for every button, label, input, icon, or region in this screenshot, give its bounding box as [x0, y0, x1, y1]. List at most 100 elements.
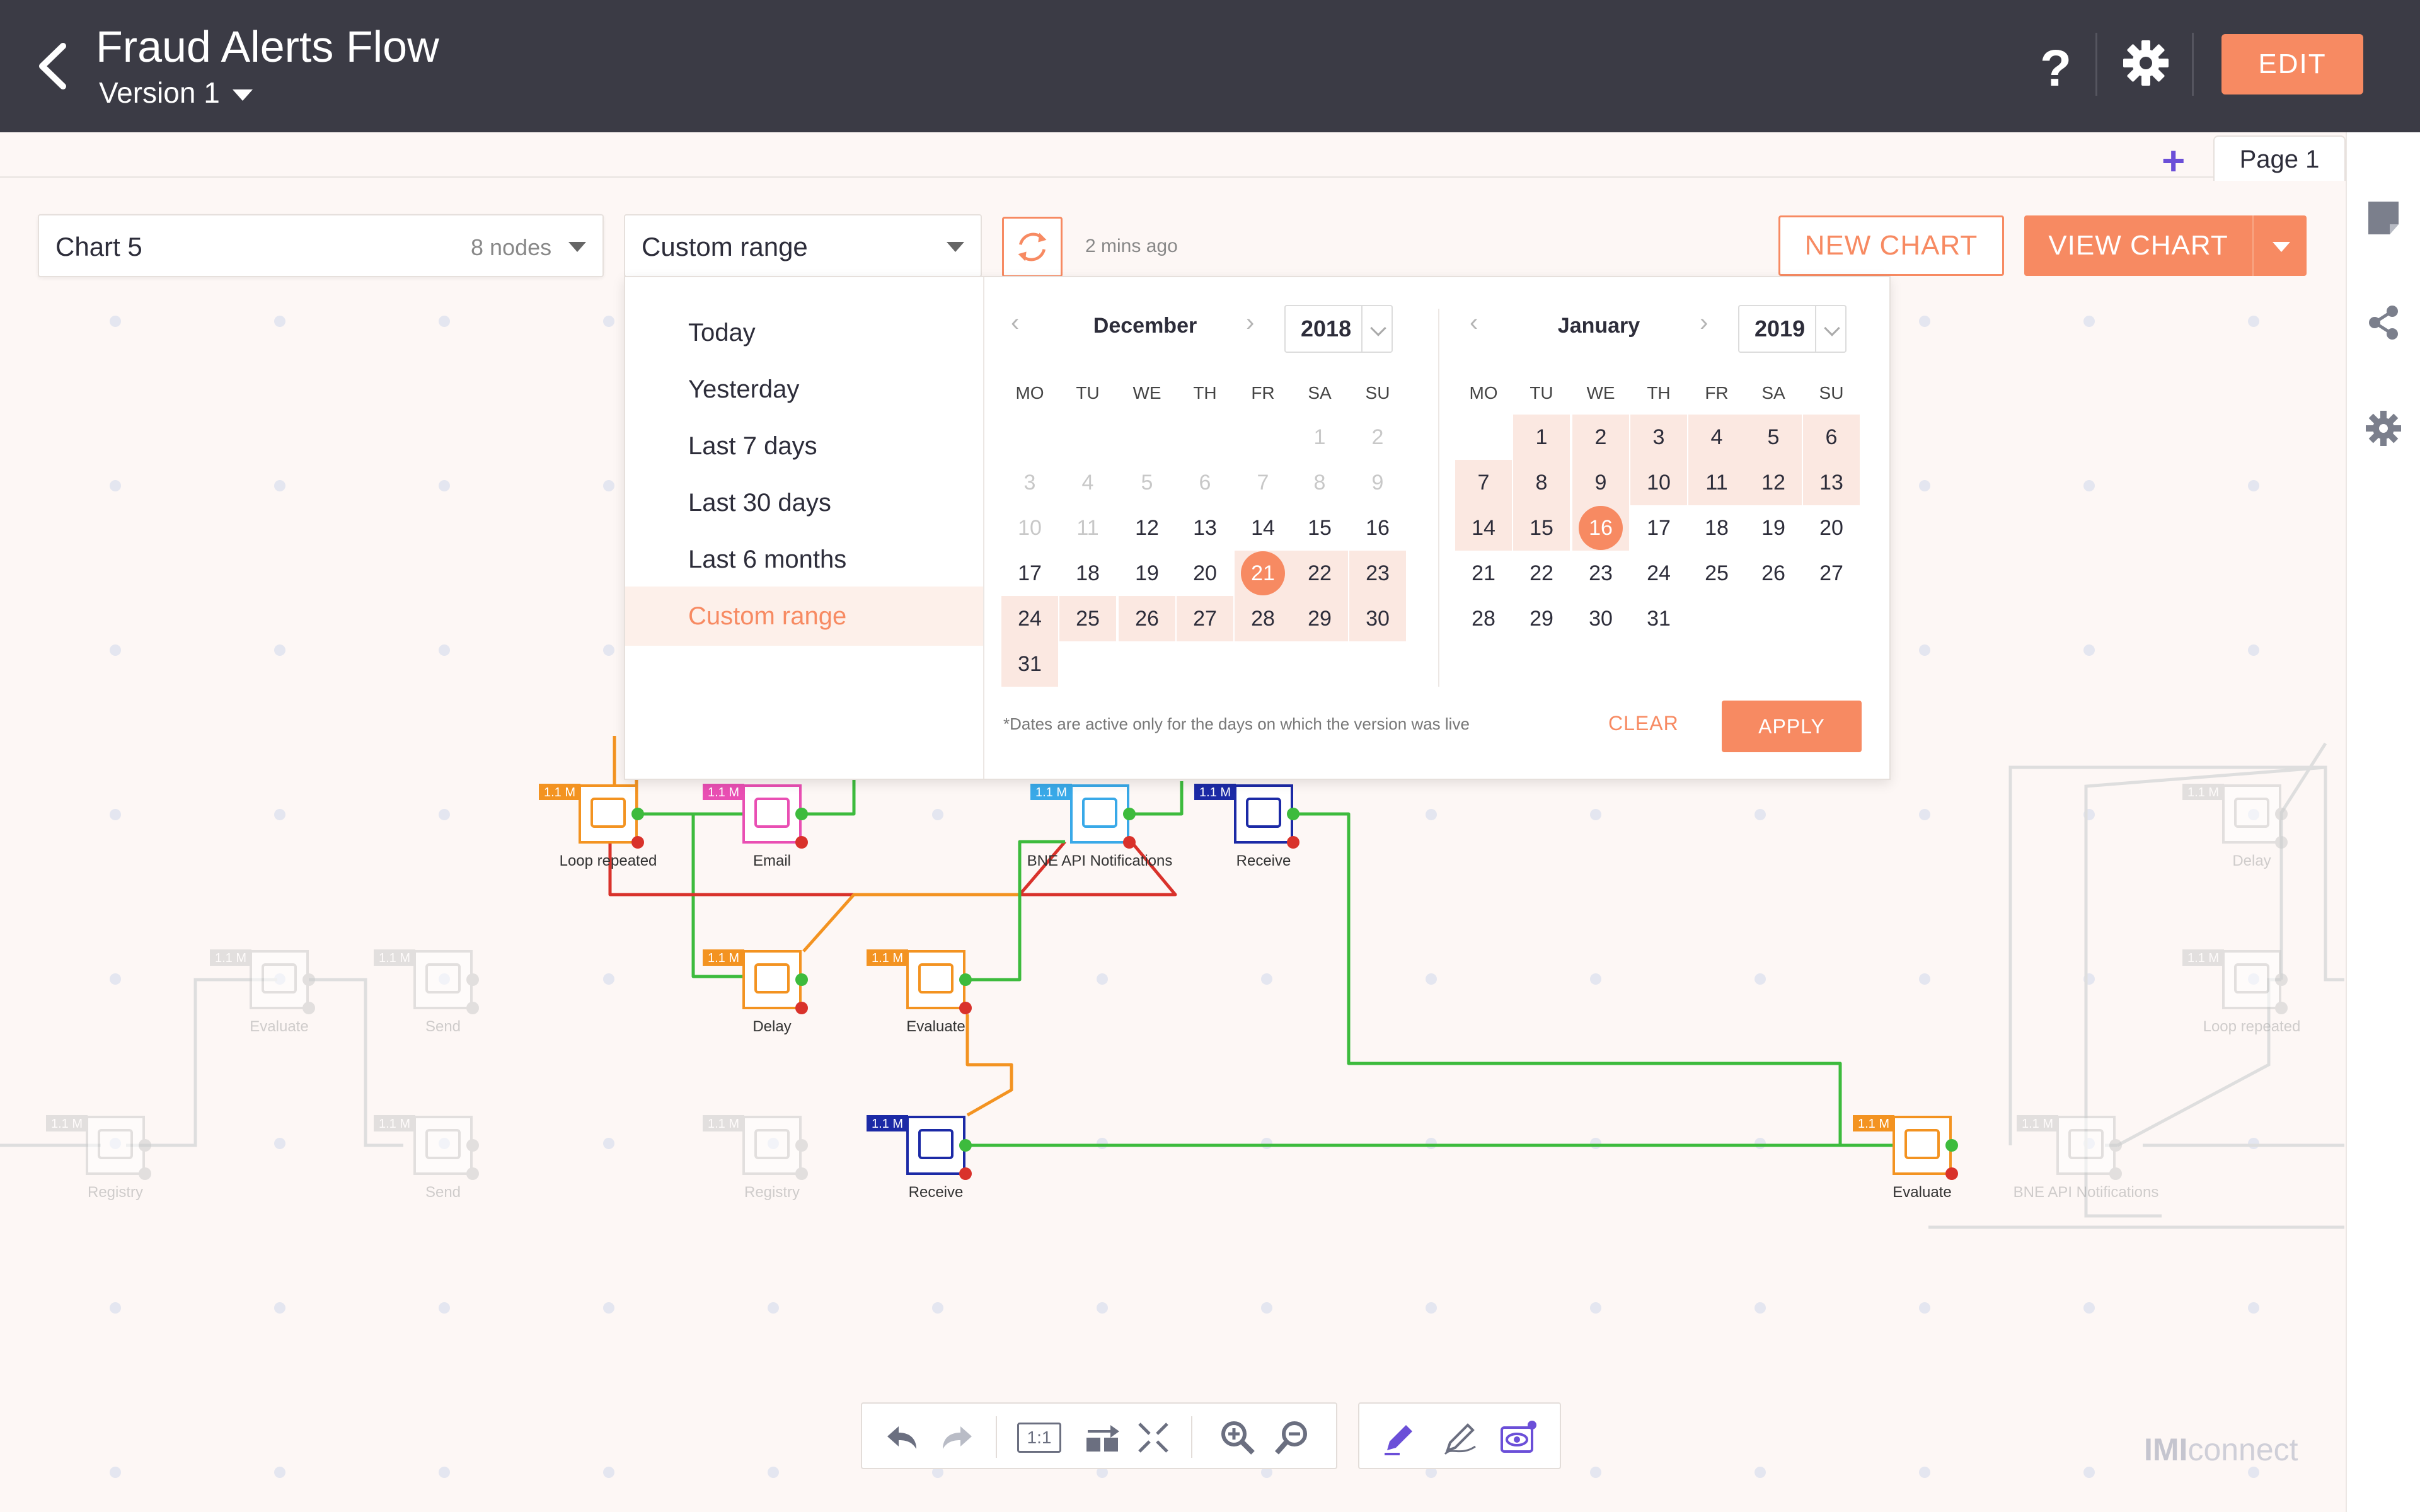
pencil-icon[interactable] — [1441, 1419, 1479, 1457]
auto-layout-icon[interactable] — [1084, 1419, 1122, 1457]
redo-icon[interactable] — [939, 1419, 977, 1457]
calendar-day[interactable]: 28 — [1235, 596, 1291, 641]
calendar-day[interactable]: 30 — [1349, 596, 1406, 641]
calendar-day[interactable]: 21 — [1235, 551, 1291, 596]
calendar-day[interactable]: 26 — [1119, 596, 1175, 641]
clear-button[interactable]: CLEAR — [1608, 712, 1679, 735]
calendar-day[interactable]: 5 — [1141, 471, 1153, 495]
zoom-in-icon[interactable] — [1219, 1419, 1257, 1457]
zoom-out-icon[interactable] — [1273, 1419, 1311, 1457]
calendar-day[interactable]: 28 — [1472, 607, 1495, 631]
calendar-day[interactable]: 14 — [1251, 516, 1275, 540]
settings-gear-icon[interactable] — [2121, 38, 2171, 88]
calendar-day[interactable]: 10 — [1018, 516, 1042, 540]
calendar-day[interactable]: 29 — [1291, 596, 1348, 641]
preset-option[interactable]: Last 30 days — [688, 489, 831, 517]
tab-page-1[interactable]: Page 1 — [2213, 135, 2346, 181]
prev-month-icon[interactable]: ‹ — [1470, 309, 1478, 336]
calendar-day[interactable]: 30 — [1589, 607, 1613, 631]
fit-to-screen-icon[interactable]: 1:1 — [1017, 1423, 1061, 1453]
calendar-day[interactable]: 3 — [1630, 415, 1687, 460]
flow-node[interactable]: 1.1 M Delay — [703, 949, 808, 1035]
flow-canvas[interactable]: 1.1 M Loop repeated 1.1 M Email 1.1 M BNE API… — [0, 179, 2344, 1512]
calendar-day[interactable]: 4 — [1081, 471, 1094, 495]
back-arrow-icon[interactable] — [35, 41, 72, 91]
calendar-day[interactable]: 23 — [1349, 551, 1406, 596]
prev-month-icon[interactable]: ‹ — [1011, 309, 1020, 336]
year-select[interactable]: 2019 — [1738, 305, 1847, 353]
calendar-day[interactable]: 18 — [1705, 516, 1729, 540]
collapse-icon[interactable] — [1134, 1419, 1172, 1457]
calendar-day[interactable]: 2 — [1572, 415, 1629, 460]
flow-node[interactable]: 1.1 M Send — [374, 949, 479, 1035]
calendar-day[interactable]: 22 — [1291, 551, 1348, 596]
flow-node[interactable]: 1.1 M Registry — [46, 1115, 151, 1201]
next-month-icon[interactable]: › — [1246, 309, 1255, 336]
calendar-day[interactable]: 17 — [1018, 561, 1042, 585]
new-chart-button[interactable]: NEW CHART — [1778, 215, 2004, 276]
calendar-day[interactable]: 29 — [1530, 607, 1553, 631]
calendar-day[interactable]: 17 — [1647, 516, 1671, 540]
calendar-day[interactable]: 19 — [1761, 516, 1785, 540]
refresh-icon[interactable] — [1002, 217, 1063, 277]
flow-node[interactable]: 1.1 M Receive — [1194, 784, 1299, 869]
calendar-day[interactable]: 5 — [1745, 415, 1802, 460]
flow-node[interactable]: 1.1 M Receive — [867, 1115, 972, 1201]
calendar-day[interactable]: 1 — [1513, 415, 1570, 460]
calendar-day[interactable]: 13 — [1803, 460, 1860, 505]
year-select[interactable]: 2018 — [1284, 305, 1393, 353]
add-page-icon[interactable]: + — [2162, 138, 2186, 183]
calendar-day[interactable]: 14 — [1455, 505, 1512, 551]
marker-pen-icon[interactable] — [1381, 1419, 1419, 1457]
calendar-day[interactable]: 7 — [1257, 471, 1269, 495]
date-range-select[interactable]: Custom range — [624, 214, 982, 277]
flow-node[interactable]: 1.1 M BNE API Notifications — [1027, 784, 1173, 869]
calendar-day[interactable]: 3 — [1023, 471, 1036, 495]
share-icon[interactable] — [2365, 304, 2402, 341]
preset-option[interactable]: Last 6 months — [688, 546, 847, 573]
flow-node[interactable]: 1.1 M Evaluate — [1853, 1115, 1958, 1201]
calendar-day[interactable]: 24 — [1647, 561, 1671, 585]
flow-node[interactable]: 1.1 M Evaluate — [867, 949, 972, 1035]
calendar-day[interactable]: 31 — [1647, 607, 1671, 631]
flow-node[interactable]: 1.1 M Evaluate — [210, 949, 315, 1035]
calendar-day[interactable]: 20 — [1193, 561, 1217, 585]
calendar-day[interactable]: 1 — [1313, 425, 1326, 449]
preview-eye-icon[interactable] — [1499, 1419, 1537, 1457]
calendar-day[interactable]: 25 — [1059, 596, 1116, 641]
calendar-day[interactable]: 6 — [1803, 415, 1860, 460]
calendar-day[interactable]: 16 — [1366, 516, 1390, 540]
edit-button[interactable]: EDIT — [2221, 34, 2363, 94]
version-dropdown[interactable]: Version 1 — [99, 76, 253, 110]
calendar-day[interactable]: 13 — [1193, 516, 1217, 540]
calendar-day[interactable]: 19 — [1135, 561, 1159, 585]
calendar-day[interactable]: 25 — [1705, 561, 1729, 585]
note-icon[interactable] — [2365, 199, 2402, 237]
calendar-day[interactable]: 18 — [1076, 561, 1100, 585]
calendar-day[interactable]: 31 — [1001, 641, 1058, 687]
calendar-day[interactable]: 26 — [1761, 561, 1785, 585]
calendar-day[interactable]: 15 — [1308, 516, 1332, 540]
calendar-day[interactable]: 4 — [1688, 415, 1745, 460]
calendar-day[interactable]: 11 — [1688, 460, 1745, 505]
next-month-icon[interactable]: › — [1700, 309, 1708, 336]
flow-node[interactable]: 1.1 M BNE API Notifications — [2014, 1115, 2159, 1201]
calendar-day[interactable]: 11 — [1076, 516, 1099, 540]
calendar-day[interactable]: 16 — [1572, 505, 1629, 551]
calendar-day[interactable]: 8 — [1313, 471, 1326, 495]
settings-gear-icon[interactable] — [2365, 410, 2402, 447]
apply-button[interactable]: APPLY — [1722, 701, 1862, 752]
calendar-day[interactable]: 6 — [1199, 471, 1211, 495]
calendar-day[interactable]: 9 — [1572, 460, 1629, 505]
calendar-day[interactable]: 15 — [1513, 505, 1570, 551]
calendar-day[interactable]: 9 — [1371, 471, 1384, 495]
undo-icon[interactable] — [882, 1419, 920, 1457]
flow-node[interactable]: 1.1 M Send — [374, 1115, 479, 1201]
flow-node[interactable]: 1.1 M Registry — [703, 1115, 808, 1201]
calendar-day[interactable]: 12 — [1135, 516, 1159, 540]
calendar-day[interactable]: 7 — [1455, 460, 1512, 505]
flow-node[interactable]: 1.1 M Email — [703, 784, 808, 869]
calendar-day[interactable]: 20 — [1819, 516, 1843, 540]
flow-node[interactable]: 1.1 M Loop repeated — [539, 784, 657, 869]
calendar-day[interactable]: 10 — [1630, 460, 1687, 505]
